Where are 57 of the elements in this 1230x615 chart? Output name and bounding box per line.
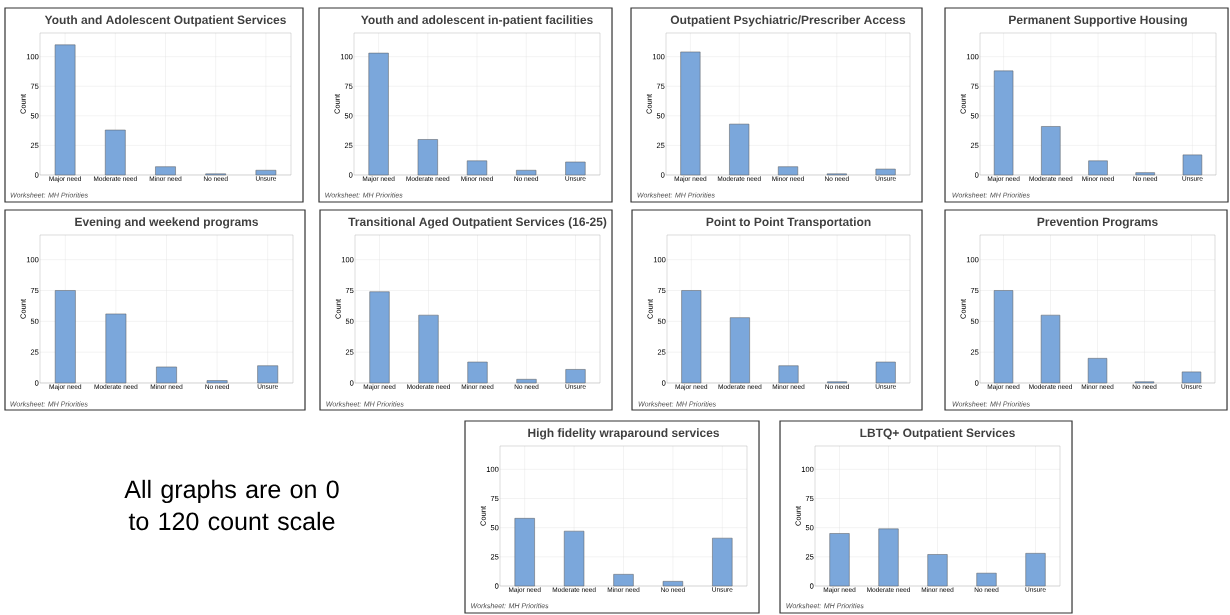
bar bbox=[417, 139, 438, 176]
bar bbox=[613, 574, 634, 587]
bar bbox=[206, 380, 228, 384]
bar bbox=[369, 291, 390, 384]
chart-title: Evening and weekend programs bbox=[75, 217, 259, 229]
bar bbox=[563, 530, 585, 587]
bar bbox=[1025, 553, 1046, 587]
bar bbox=[467, 361, 488, 384]
bar bbox=[257, 365, 279, 384]
bar bbox=[105, 313, 127, 384]
chart-title: High fidelity wraparound services bbox=[528, 428, 720, 440]
bar bbox=[514, 518, 535, 587]
bar bbox=[1087, 358, 1108, 384]
bar bbox=[662, 581, 684, 587]
bar bbox=[729, 317, 750, 384]
bar bbox=[1088, 160, 1108, 176]
bar bbox=[927, 554, 948, 587]
bar bbox=[54, 290, 76, 384]
bar bbox=[516, 170, 537, 176]
bar bbox=[1135, 172, 1155, 176]
bar bbox=[466, 160, 488, 176]
chart-title: LBTQ+ Outpatient Services bbox=[860, 428, 1015, 440]
chart-title: Transitional Aged Outpatient Services (16-25) bbox=[348, 217, 607, 229]
bar bbox=[778, 365, 799, 384]
bar bbox=[875, 168, 896, 176]
bar bbox=[565, 161, 586, 176]
bar bbox=[993, 290, 1014, 384]
bar bbox=[1181, 371, 1202, 384]
chart-title: Youth and adolescent in-patient facilities bbox=[360, 15, 593, 27]
bar bbox=[778, 166, 799, 176]
bar bbox=[105, 129, 126, 176]
text: All graphs are on 0 to 120 count scale bbox=[124, 479, 339, 531]
bar bbox=[1041, 126, 1061, 176]
bar bbox=[712, 537, 733, 587]
bar bbox=[680, 51, 701, 176]
chart-title: Prevention Programs bbox=[1037, 217, 1158, 229]
bar bbox=[729, 123, 750, 176]
bar bbox=[1182, 154, 1203, 176]
bar bbox=[54, 44, 76, 176]
chart-title: Point to Point Transportation bbox=[706, 217, 871, 229]
bar bbox=[156, 366, 177, 384]
bar bbox=[255, 170, 277, 176]
chart-title: Permanent Supportive Housing bbox=[1009, 15, 1187, 27]
bar bbox=[878, 528, 899, 587]
bar bbox=[565, 369, 586, 384]
bar bbox=[1040, 314, 1061, 384]
bar bbox=[993, 70, 1014, 176]
bar bbox=[976, 572, 997, 587]
bar bbox=[368, 52, 389, 176]
chart-title: Youth and Adolescent Outpatient Services bbox=[44, 15, 286, 27]
chart-title: Outpatient Psychiatric/Prescriber Access bbox=[670, 15, 906, 27]
bar bbox=[418, 314, 439, 384]
bar bbox=[155, 166, 176, 176]
bar bbox=[681, 290, 702, 384]
bar bbox=[516, 379, 537, 384]
bar bbox=[875, 361, 896, 384]
bar bbox=[829, 533, 850, 587]
